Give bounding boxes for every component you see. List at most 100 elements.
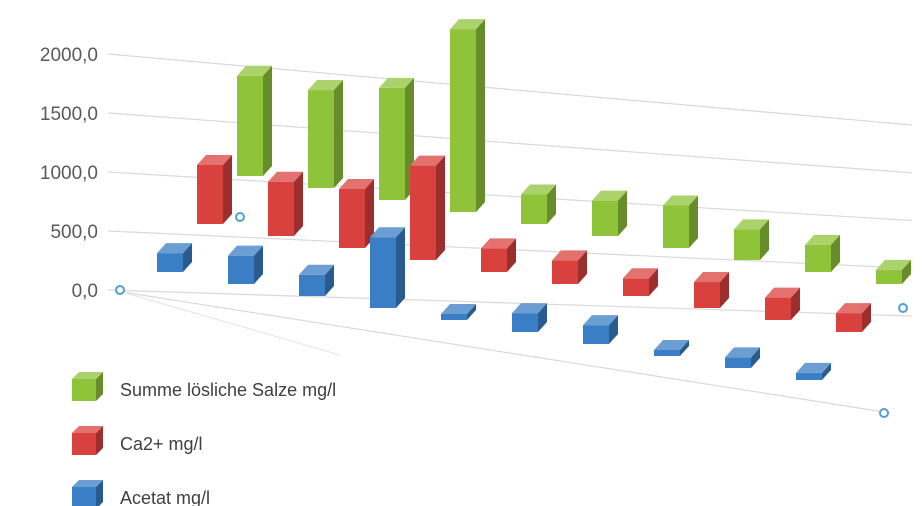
bar-front-face: [623, 278, 649, 296]
bar-ca2-mg-l-2: [268, 171, 303, 236]
bar-top-face: [725, 347, 760, 358]
bar-side-face: [263, 65, 272, 176]
legend-label: Acetat mg/l: [120, 488, 210, 506]
bar-front-face: [197, 165, 223, 224]
bar-top-face: [521, 184, 556, 195]
bar-ca2-mg-l-7: [623, 268, 658, 296]
bar-ca2-mg-l-10: [836, 303, 871, 332]
y-tick-label: 2000,0: [40, 45, 98, 66]
bars: [157, 19, 911, 380]
legend-swatch-side: [96, 372, 103, 401]
bar-ca2-mg-l-3: [339, 179, 374, 248]
bar-side-face: [223, 155, 232, 224]
bar-summe-l-sliche-salze-mg-l-9: [805, 234, 840, 272]
legend-swatch-top: [72, 480, 103, 487]
bar-front-face: [268, 181, 294, 236]
legend-swatch: [72, 433, 96, 455]
bar-ca2-mg-l-5: [481, 238, 516, 272]
bar-summe-l-sliche-salze-mg-l-7: [663, 195, 698, 248]
bar-summe-l-sliche-salze-mg-l-5: [521, 184, 556, 224]
bar-front-face: [734, 229, 760, 260]
bar-top-face: [734, 219, 769, 230]
bar-top-face: [876, 259, 911, 270]
selection-handle[interactable]: [235, 212, 245, 222]
bar-side-face: [183, 243, 192, 272]
bar-front-face: [583, 325, 609, 344]
bar-side-face: [396, 227, 405, 308]
legend-label: Ca2+ mg/l: [120, 434, 203, 454]
bar-front-face: [654, 350, 680, 356]
floor-line: [121, 291, 885, 413]
bar-side-face: [618, 190, 627, 236]
bar-summe-l-sliche-salze-mg-l-2: [308, 80, 343, 188]
bar-top-face: [157, 243, 192, 254]
bar-summe-l-sliche-salze-mg-l-10: [876, 259, 911, 284]
y-tick-label: 1000,0: [40, 163, 98, 184]
bar-front-face: [552, 260, 578, 284]
bar-top-face: [654, 340, 689, 350]
gridline: [107, 171, 913, 222]
legend-swatch-top: [72, 426, 103, 433]
bar-top-face: [481, 238, 516, 249]
bar-acetat-mg-l-2: [228, 245, 263, 284]
bar-side-face: [578, 250, 587, 284]
bar-side-face: [831, 234, 840, 272]
bar-front-face: [410, 165, 436, 260]
gridlines: [107, 53, 913, 413]
bar-summe-l-sliche-salze-mg-l-4: [450, 19, 485, 212]
bar-front-face: [308, 90, 334, 188]
selection-handle[interactable]: [898, 303, 908, 313]
legend-swatch: [72, 487, 96, 506]
bar-front-face: [836, 313, 862, 332]
bar-side-face: [254, 245, 263, 284]
legend-swatch-side: [96, 480, 103, 506]
bar-front-face: [521, 194, 547, 224]
y-tick-label: 0,0: [72, 281, 98, 302]
bar-front-face: [805, 244, 831, 272]
bar-side-face: [902, 259, 911, 284]
bar-side-face: [680, 340, 689, 356]
bar-side-face: [689, 195, 698, 248]
bar-top-face: [237, 65, 272, 76]
bar-front-face: [725, 357, 751, 368]
bar-front-face: [765, 297, 791, 320]
bar-side-face: [476, 19, 485, 212]
bar-side-face: [334, 80, 343, 188]
bar-front-face: [237, 75, 263, 176]
bar-top-face: [308, 80, 343, 91]
bar-top-face: [583, 315, 618, 326]
legend-label: Summe lösliche Salze mg/l: [120, 380, 336, 400]
bar-acetat-mg-l-6: [512, 303, 547, 332]
bar-ca2-mg-l-4: [410, 155, 445, 260]
legend-swatch-top: [72, 372, 103, 379]
bar-side-face: [547, 184, 556, 224]
bar-side-face: [720, 272, 729, 308]
legend-item: Summe lösliche Salze mg/l: [72, 372, 336, 401]
bar-acetat-mg-l-9: [725, 347, 760, 368]
bar-top-face: [299, 264, 334, 275]
bar-side-face: [609, 315, 618, 344]
bar-front-face: [441, 314, 467, 320]
selection-handle[interactable]: [115, 285, 125, 295]
bar-top-face: [552, 250, 587, 261]
bar-front-face: [481, 248, 507, 272]
bar-top-face: [805, 234, 840, 245]
bar-ca2-mg-l-1: [197, 155, 232, 224]
bar-summe-l-sliche-salze-mg-l-3: [379, 77, 414, 200]
bar-top-face: [379, 77, 414, 88]
bar-acetat-mg-l-10: [796, 362, 831, 380]
bar-top-face: [765, 287, 800, 298]
bar-side-face: [862, 303, 871, 332]
legend-swatch-side: [96, 426, 103, 455]
bar-side-face: [791, 287, 800, 320]
bar-side-face: [538, 303, 547, 332]
bar-front-face: [370, 237, 396, 308]
bar-top-face: [836, 303, 871, 314]
selection-handle[interactable]: [879, 408, 889, 418]
legend-swatch: [72, 379, 96, 401]
bar-top-face: [796, 362, 831, 373]
bar-side-face: [325, 264, 334, 296]
bar-side-face: [467, 304, 476, 320]
bar-ca2-mg-l-9: [765, 287, 800, 320]
bar-ca2-mg-l-8: [694, 272, 729, 308]
